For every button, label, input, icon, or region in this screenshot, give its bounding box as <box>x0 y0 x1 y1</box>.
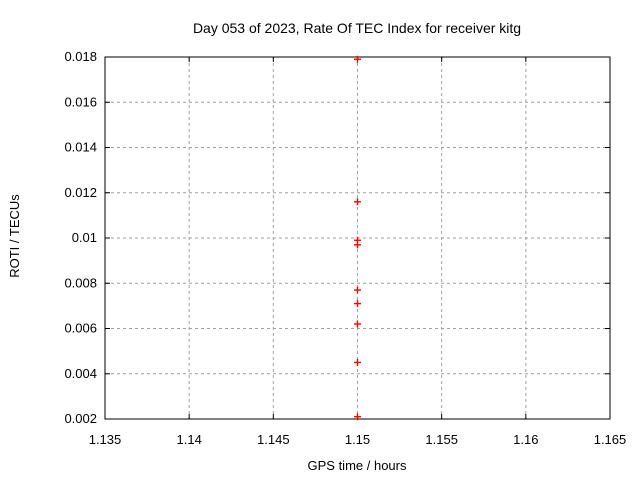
x-tick-label: 1.14 <box>177 432 202 447</box>
y-tick-label: 0.012 <box>64 185 97 200</box>
x-tick-label: 1.155 <box>425 432 458 447</box>
x-tick-label: 1.145 <box>257 432 290 447</box>
x-tick-label: 1.165 <box>594 432 627 447</box>
y-tick-label: 0.008 <box>64 275 97 290</box>
data-point-marker <box>354 413 361 421</box>
x-axis-label: GPS time / hours <box>308 458 407 473</box>
data-point-marker <box>354 300 361 308</box>
y-tick-label: 0.002 <box>64 411 97 426</box>
x-tick-label: 1.16 <box>513 432 538 447</box>
y-tick-label: 0.014 <box>64 140 97 155</box>
y-axis-label: ROTI / TECUs <box>7 194 22 278</box>
x-tick-label: 1.15 <box>345 432 370 447</box>
data-point-marker <box>354 198 361 206</box>
data-point-marker <box>354 55 361 63</box>
data-point-marker <box>354 358 361 366</box>
y-tick-label: 0.018 <box>64 49 97 64</box>
plot-area: 1.135 1.14 1.145 1.15 1.155 1.16 1.165 0.002 0.0… <box>64 49 626 447</box>
data-point-marker <box>354 241 361 249</box>
y-tick-label: 0.006 <box>64 321 97 336</box>
data-point-marker <box>354 286 361 294</box>
y-tick-label: 0.016 <box>64 94 97 109</box>
y-tick-label: 0.01 <box>72 230 97 245</box>
x-tick-label: 1.135 <box>89 432 122 447</box>
y-tick-label: 0.004 <box>64 366 97 381</box>
chart-title: Day 053 of 2023, Rate Of TEC Index for r… <box>193 20 521 36</box>
data-point-marker <box>354 320 361 328</box>
